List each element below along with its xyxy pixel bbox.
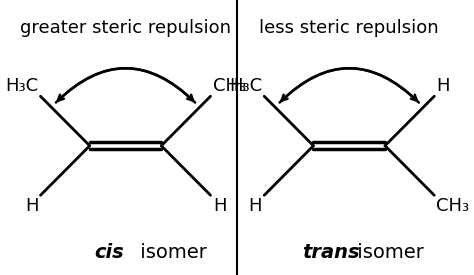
Text: greater steric repulsion: greater steric repulsion bbox=[20, 19, 231, 37]
Text: less steric repulsion: less steric repulsion bbox=[259, 19, 439, 37]
Text: H: H bbox=[213, 197, 226, 214]
Text: CH₃: CH₃ bbox=[213, 77, 246, 95]
Text: isomer: isomer bbox=[135, 243, 207, 263]
Text: isomer: isomer bbox=[351, 243, 424, 263]
Text: CH₃: CH₃ bbox=[437, 197, 470, 214]
Text: H: H bbox=[248, 197, 262, 214]
Text: trans: trans bbox=[302, 243, 360, 263]
Text: cis: cis bbox=[94, 243, 124, 263]
Text: H₃C: H₃C bbox=[229, 77, 262, 95]
Text: H: H bbox=[437, 77, 450, 95]
Text: H₃C: H₃C bbox=[5, 77, 38, 95]
Text: H: H bbox=[25, 197, 38, 214]
